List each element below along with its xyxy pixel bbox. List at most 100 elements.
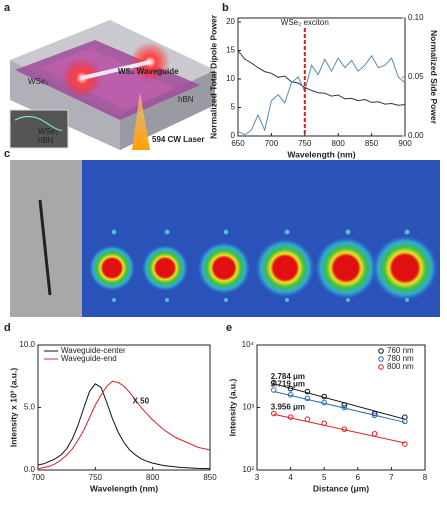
y-tick-label: 10³ <box>242 403 254 412</box>
waveguide <box>81 60 151 80</box>
pl-dot <box>224 298 228 302</box>
fit-line <box>273 391 405 423</box>
pl-spot <box>88 244 136 292</box>
pl-spot <box>371 234 439 302</box>
legend-label: Waveguide-center <box>61 346 126 355</box>
pl-dot <box>345 229 351 235</box>
data-point <box>271 379 277 386</box>
label: WSe₂ <box>28 77 48 86</box>
pl-dot <box>284 229 290 235</box>
inset-label: WSe₂ <box>38 127 58 136</box>
y-tick-label: 10⁴ <box>242 340 255 349</box>
y-axis-label: Intensity x 10³ (a.u.) <box>8 368 18 448</box>
legend-marker <box>378 364 384 370</box>
panel-label: c <box>4 148 10 160</box>
y-axis-label: Intensity (a.u.) <box>227 379 237 437</box>
x-axis-label: Wavelength (nm) <box>287 149 355 159</box>
y-tick-label: 15 <box>226 46 235 55</box>
x-tick-label: 700 <box>265 139 279 148</box>
x-tick-label: 8 <box>423 473 428 482</box>
x-axis-label: Wavelength (nm) <box>90 483 158 493</box>
y-tick-label: 0 <box>231 131 236 140</box>
panel-label: d <box>4 322 11 334</box>
panel-a-illustration: WS₂ Waveguide WSe₂ hBN 594 CW Laser WSe₂… <box>9 20 215 150</box>
x-axis-label: Distance (μm) <box>313 483 369 493</box>
legend-label: Waveguide-end <box>61 354 117 363</box>
pl-spot <box>141 244 189 292</box>
fit-label: 2.784 μm <box>271 372 305 381</box>
y-tick-label: 0.0 <box>24 465 36 474</box>
fit-line <box>273 413 405 444</box>
pl-spot <box>314 236 378 300</box>
pl-dot <box>346 298 350 302</box>
inset-outline <box>14 116 63 131</box>
legend-label: 800 nm <box>387 362 414 371</box>
series-line <box>237 54 406 136</box>
data-point <box>271 387 277 393</box>
plot-frame <box>237 17 406 137</box>
data-point <box>402 441 408 447</box>
annotation: WSe₂ exciton <box>281 18 329 27</box>
x-tick-label: 3 <box>255 473 260 482</box>
pl-map <box>82 160 440 317</box>
panel-c-images <box>10 160 440 317</box>
y-tick-label: 5.0 <box>24 403 36 412</box>
x-tick-label: 750 <box>298 139 312 148</box>
y2-tick-label: 0.05 <box>408 72 424 81</box>
y-tick-label: 10 <box>226 74 235 83</box>
inset-image <box>9 109 69 149</box>
series-line <box>237 50 406 106</box>
inset-label: hBN <box>38 136 54 145</box>
x-tick-label: 7 <box>389 473 394 482</box>
waveguide-rod <box>38 199 52 296</box>
panel-label: b <box>222 2 229 14</box>
x-tick-label: 900 <box>398 139 412 148</box>
series-line <box>37 380 211 470</box>
y2-tick-label: 0.10 <box>408 13 424 22</box>
y-tick-label: 5 <box>231 103 236 112</box>
fit-label: 3.956 μm <box>271 402 305 411</box>
x-tick-label: 800 <box>146 473 160 482</box>
fit-line <box>273 383 405 420</box>
pl-spot <box>254 237 316 299</box>
legend-marker <box>378 356 384 362</box>
panel-label: e <box>226 322 232 334</box>
legend-label: 760 nm <box>387 346 414 355</box>
label: hBN <box>178 95 194 104</box>
pl-dot <box>164 229 170 235</box>
laser-beam <box>132 92 150 150</box>
pl-dot <box>111 229 117 235</box>
substrate-side <box>10 60 120 150</box>
pl-dot <box>404 229 410 235</box>
y2-tick-label: 0.00 <box>408 131 424 140</box>
x-tick-label: 800 <box>332 139 346 148</box>
x-tick-label: 6 <box>356 473 361 482</box>
x-tick-label: 850 <box>365 139 379 148</box>
fit-label: 3.719 μm <box>271 380 305 389</box>
pl-dot <box>405 298 409 302</box>
y-tick-label: 10.0 <box>19 340 35 349</box>
x-tick-label: 650 <box>231 139 245 148</box>
x-tick-label: 5 <box>322 473 327 482</box>
pl-dot <box>112 298 116 302</box>
y2-axis-label: Normalized Side Power <box>429 30 439 125</box>
y-axis-label: Normalized Total Dipole Power <box>208 14 218 139</box>
legend-label: 780 nm <box>387 354 414 363</box>
series-line <box>37 383 211 470</box>
x-tick-label: 4 <box>288 473 293 482</box>
x-tick-label: 750 <box>89 473 103 482</box>
x-tick-label: 700 <box>31 473 45 482</box>
x-tick-label: 850 <box>203 473 217 482</box>
pl-dot <box>223 229 229 235</box>
optical-image <box>10 160 82 317</box>
data-point <box>271 410 277 417</box>
pl-spot <box>196 240 252 296</box>
label: WS₂ Waveguide <box>118 67 179 76</box>
label: 594 CW Laser <box>152 135 204 144</box>
data-point <box>371 430 378 437</box>
data-point <box>304 388 311 395</box>
annotation: X 50 <box>133 396 150 405</box>
pl-dot <box>165 298 169 302</box>
pl-dot <box>285 298 289 302</box>
